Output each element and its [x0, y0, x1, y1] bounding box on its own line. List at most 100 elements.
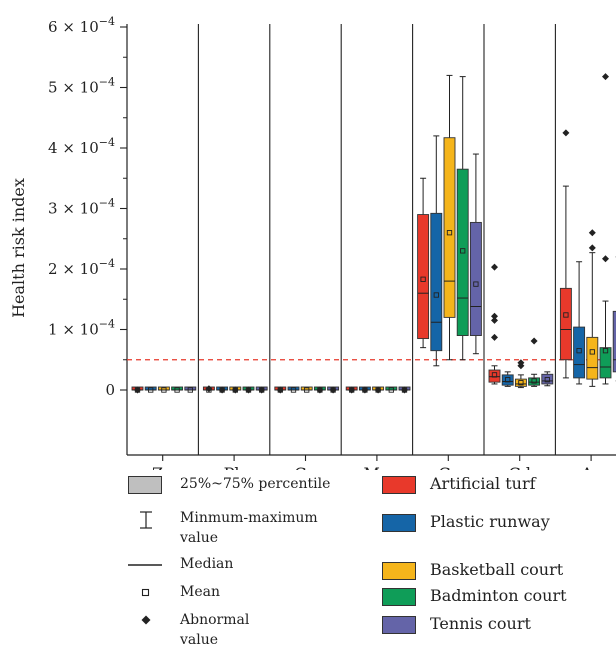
- box-cu-plastic-runway: [287, 386, 300, 393]
- box-iqr: [501, 374, 514, 386]
- box-iqr: [599, 347, 612, 379]
- outlier-point: [602, 255, 609, 263]
- box-cr-basketball-court: [443, 74, 456, 361]
- outlier-point: [530, 337, 538, 345]
- box-cu-badminton-court: [313, 386, 326, 394]
- mean-marker: [420, 276, 426, 282]
- legend-label-basketball-court: Basketball court: [430, 560, 564, 579]
- outlier-point: [588, 229, 596, 237]
- box-plot-chart: 0 1 × 10−4 2 × 10−4 3 × 10−4 4 × 10−4 5 × 10−…: [9, 15, 616, 470]
- box-mu-artificial-turf: [345, 386, 358, 394]
- outlier-point: [245, 386, 252, 394]
- box-iqr: [541, 373, 554, 385]
- mean-marker: [433, 292, 439, 298]
- box-pb-badminton-court: [242, 386, 255, 394]
- y-tick-label: 5 × 10−4: [48, 76, 115, 97]
- box-iqr: [456, 168, 469, 337]
- legend-label-mean: Mean: [180, 584, 220, 600]
- box-cd-tennis-court: [541, 371, 554, 387]
- percentile-box-swatch: [128, 476, 162, 494]
- box-iqr: [430, 212, 443, 352]
- box-mu-plastic-runway: [358, 386, 371, 394]
- y-axis-title: Health risk index: [9, 178, 28, 318]
- box-zn-tennis-court: [184, 386, 197, 393]
- box-iqr: [417, 214, 430, 340]
- artificial-turf-swatch: [382, 476, 416, 494]
- legend-label-plastic-runway: Plastic runway: [430, 512, 550, 531]
- mean-marker: [505, 377, 511, 383]
- mean-marker: [446, 230, 453, 236]
- legend-label-percentile: 25%~75% percentile: [180, 476, 331, 492]
- y-tick-label: 2 × 10−4: [48, 257, 115, 278]
- y-tick-label: 0: [105, 381, 115, 399]
- box-cu-basketball-court: [300, 386, 313, 393]
- box-pb-plastic-runway: [216, 386, 229, 394]
- box-mu-basketball-court: [372, 386, 385, 394]
- x-tick-label-cd: Cd: [508, 464, 530, 470]
- box-iqr: [559, 287, 572, 361]
- box-cd-plastic-runway: [501, 371, 514, 387]
- mean-marker: [563, 312, 569, 318]
- box-zn-badminton-court: [171, 386, 184, 393]
- outlier-point: [316, 386, 324, 394]
- box-mu-badminton-court: [385, 386, 398, 393]
- box-cr-artificial-turf: [417, 177, 430, 349]
- legend-label-whisker: Minmum-maximum value: [180, 510, 318, 546]
- box-zn-artificial-turf: [131, 386, 144, 394]
- box-as-plastic-runway: [573, 261, 586, 385]
- box-cd-badminton-court: [528, 337, 541, 387]
- outlier-point: [517, 359, 525, 367]
- box-cu-tennis-court: [327, 386, 340, 394]
- tennis-court-swatch: [382, 616, 416, 634]
- y-tick-label: 6 × 10−4: [48, 15, 115, 36]
- box-pb-basketball-court: [229, 386, 242, 394]
- mean-marker: [589, 349, 595, 355]
- y-tick-label: 3 × 10−4: [48, 197, 115, 218]
- x-tick-label-cu: Cu: [294, 464, 317, 470]
- y-tick-label: 1 × 10−4: [48, 318, 115, 339]
- box-cr-tennis-court: [469, 153, 482, 355]
- box-zn-plastic-runway: [144, 386, 157, 393]
- box-iqr: [488, 369, 501, 383]
- box-mu-tennis-court: [398, 386, 411, 394]
- box-as-badminton-court: [599, 73, 612, 385]
- box-iqr: [528, 377, 541, 386]
- legend: 25%~75% percentile Minmum-maximum value …: [0, 468, 616, 648]
- box-iqr: [469, 221, 482, 336]
- plastic-runway-swatch: [382, 514, 416, 532]
- mean-marker: [161, 387, 167, 393]
- outlier-point: [491, 263, 498, 271]
- outlier-point: [562, 129, 570, 137]
- outlier-diamond-icon: [141, 615, 151, 625]
- outlier-point: [374, 386, 382, 394]
- box-cr-plastic-runway: [430, 135, 443, 367]
- outlier-point: [329, 386, 337, 394]
- outlier-point: [588, 244, 596, 252]
- badminton-court-swatch: [382, 588, 416, 606]
- mean-marker: [576, 348, 582, 354]
- mean-square-icon: [141, 588, 150, 597]
- outlier-point: [602, 73, 609, 81]
- outlier-point: [218, 386, 226, 394]
- mean-marker: [473, 281, 479, 287]
- mean-marker: [544, 377, 550, 383]
- basketball-court-swatch: [382, 562, 416, 580]
- legend-label-outlier: Abnormal value: [180, 612, 250, 648]
- box-cr-badminton-court: [456, 76, 469, 361]
- mean-marker: [290, 387, 297, 393]
- outlier-point: [231, 386, 239, 394]
- outlier-point: [205, 385, 213, 393]
- box-iqr: [586, 336, 599, 380]
- outlier-point: [401, 386, 408, 394]
- box-pb-artificial-turf: [202, 385, 215, 393]
- x-tick-label-mu: Mu: [364, 464, 391, 470]
- x-tick-label-pb: Pb: [224, 464, 245, 470]
- mean-marker: [187, 387, 193, 393]
- outlier-point: [361, 386, 369, 394]
- mean-marker: [174, 387, 180, 393]
- mean-marker: [148, 387, 154, 393]
- legend-label-median: Median: [180, 556, 234, 572]
- outlier-point: [276, 386, 284, 394]
- outlier-point: [348, 386, 356, 394]
- outlier-point: [134, 386, 141, 394]
